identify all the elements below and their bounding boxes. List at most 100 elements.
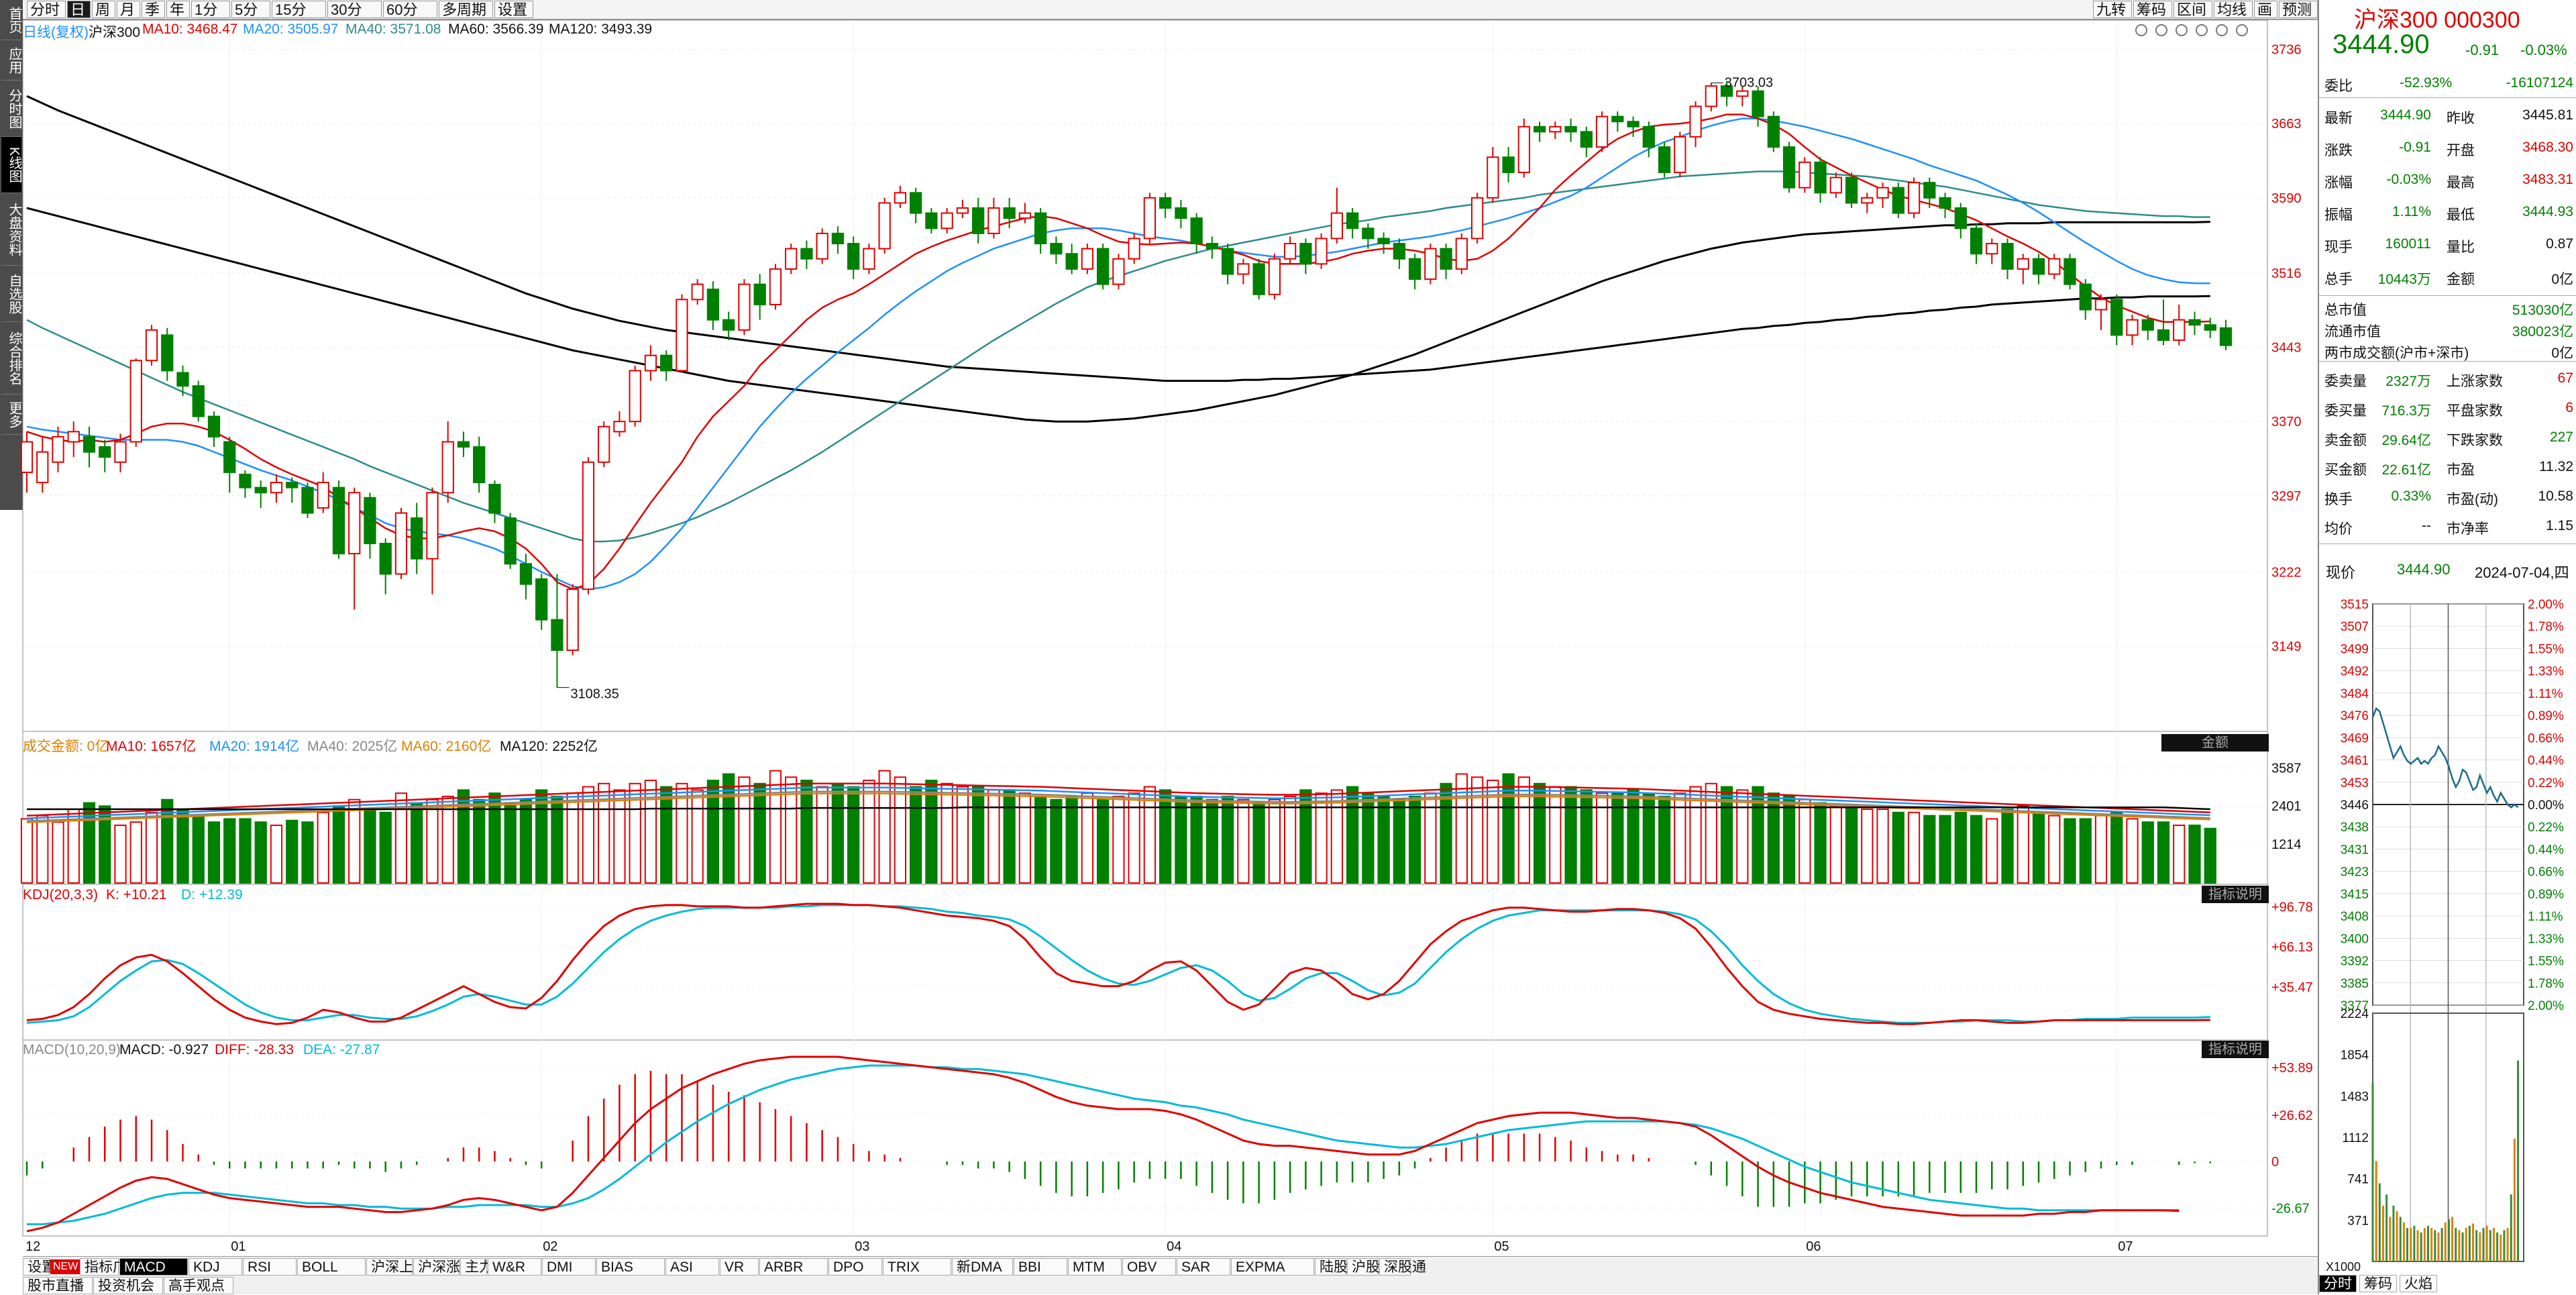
indicator-button-7[interactable]: 沪深上涨数 <box>366 1258 441 1276</box>
chart-tool-button-4[interactable]: 画 <box>2254 1 2277 18</box>
period-button-10[interactable]: 60分 <box>383 1 437 18</box>
candle-body-77 <box>1221 248 1234 275</box>
indicator-button-3[interactable]: MACD <box>119 1258 188 1276</box>
candle-body-23 <box>379 543 392 575</box>
period-button-5[interactable]: 年 <box>166 1 190 18</box>
indicator-button-14[interactable]: VR <box>720 1258 759 1276</box>
left-nav-item-3[interactable]: K线图 <box>1 137 21 193</box>
indicator-button-13[interactable]: ASI <box>665 1258 719 1276</box>
period-button-11[interactable]: 多周期 <box>439 1 493 18</box>
period-button-8[interactable]: 15分 <box>272 1 326 18</box>
volume-bar-56 <box>894 776 907 884</box>
kdj-help-button[interactable]: 指标说明 <box>2202 886 2269 903</box>
indicator-button-4[interactable]: KDJ <box>189 1258 242 1276</box>
left-nav-item-6[interactable]: 综合排名 <box>1 322 21 395</box>
info-link-1[interactable]: 投资机会 <box>93 1277 163 1294</box>
volume-bar-97 <box>1533 782 1546 884</box>
indicator-button-10[interactable]: W&R <box>488 1258 541 1276</box>
candle-body-50 <box>800 248 813 260</box>
left-nav-item-7[interactable]: 更多 <box>1 395 21 435</box>
candle-body-62 <box>987 207 1000 234</box>
indicator-button-18[interactable]: 新DMA <box>952 1258 1013 1276</box>
indicator-button-20[interactable]: MTM <box>1068 1258 1122 1276</box>
left-nav-item-1[interactable]: 应用 <box>1 40 21 81</box>
period-button-6[interactable]: 1分 <box>191 1 230 18</box>
info-link-0[interactable]: 股市直播 <box>23 1277 93 1294</box>
macd-header-macd: MACD: -0.927 <box>119 1042 209 1057</box>
indicator-button-9[interactable]: 主力 <box>460 1258 493 1276</box>
indicator-button-2[interactable]: 指标广场 <box>80 1258 141 1276</box>
period-button-4[interactable]: 季 <box>142 1 165 18</box>
info-link-2[interactable]: 高手观点 <box>164 1277 233 1294</box>
indicator-button-23[interactable]: EXPMA <box>1231 1258 1314 1276</box>
candle-body-40 <box>644 354 657 372</box>
left-nav-item-0[interactable]: 首页 <box>1 0 21 40</box>
indicator-button-22[interactable]: SAR <box>1177 1258 1230 1276</box>
period-button-1[interactable]: 日 <box>67 1 91 18</box>
volume-bar-13 <box>223 818 236 884</box>
volume-bar-110 <box>1736 789 1749 884</box>
period-button-7[interactable]: 5分 <box>231 1 270 18</box>
left-nav-item-5[interactable]: 自选股 <box>1 266 21 322</box>
intraday-mini-chart[interactable]: 3515 2.00% 3507 1.78% 3499 1.55% 3492 1.33% 3484… <box>2319 590 2576 1274</box>
quote-tab-0[interactable]: 分时 <box>2319 1275 2357 1292</box>
kdj-header-label: KDJ(20,3,3) <box>23 887 99 902</box>
macd-help-button[interactable]: 指标说明 <box>2202 1041 2269 1058</box>
indicator-button-5[interactable]: RSI <box>243 1258 297 1276</box>
chart-tool-button-0[interactable]: 九转 <box>2093 1 2132 18</box>
indicator-button-11[interactable]: DMI <box>542 1258 596 1276</box>
indicator-button-15[interactable]: ARBR <box>759 1258 828 1276</box>
period-button-9[interactable]: 30分 <box>327 1 382 18</box>
left-nav-item-4[interactable]: 大盘资料 <box>1 193 21 266</box>
candle-body-109 <box>1720 85 1733 97</box>
mini-right-tick-8: 0.22% <box>2528 776 2564 790</box>
volume-bar-4 <box>83 802 96 884</box>
candle-body-102 <box>1611 115 1624 123</box>
volume-bar-119 <box>1876 809 1889 884</box>
volume-ma120-line <box>27 806 2210 811</box>
period-button-2[interactable]: 周 <box>92 1 115 18</box>
chart-tool-button-1[interactable]: 筹码 <box>2133 1 2172 18</box>
volume-bar-62 <box>987 789 1000 884</box>
period-button-0[interactable]: 分时 <box>27 1 66 18</box>
period-button-12[interactable]: 设置 <box>494 1 533 18</box>
quote-tab-1[interactable]: 筹码 <box>2359 1275 2397 1292</box>
indicator-button-21[interactable]: OBV <box>1122 1258 1176 1276</box>
volume-bar-59 <box>941 782 953 884</box>
mini-left-tick-7: 3461 <box>2341 754 2369 768</box>
candle-body-113 <box>1782 146 1796 189</box>
chart-tool-button-3[interactable]: 均线 <box>2214 1 2253 18</box>
indicator-button-17[interactable]: TRIX <box>883 1258 951 1276</box>
mini-right-tick-15: 1.33% <box>2528 932 2564 946</box>
volume-metric-button[interactable]: 金额 <box>2161 734 2269 752</box>
main-header-ma20: MA20: 3505.97 <box>243 21 339 37</box>
indicator-button-26[interactable]: 深股通 <box>1379 1258 1426 1276</box>
indicator-button-25[interactable]: 沪股通 <box>1347 1258 1394 1276</box>
indicator-button-12[interactable]: BIAS <box>596 1258 665 1276</box>
indicator-button-19[interactable]: BBI <box>1014 1258 1067 1276</box>
quote-tabs: 分时 筹码 火焰 <box>2319 1274 2576 1294</box>
candle-body-41 <box>660 354 673 372</box>
chart-tool-button-5[interactable]: 预测 <box>2279 1 2318 18</box>
candle-body-134 <box>2110 299 2123 336</box>
quote-label: 振幅 <box>2324 207 2353 223</box>
indicator-button-8[interactable]: 沪深涨停数 <box>413 1258 488 1276</box>
indicator-button-16[interactable]: DPO <box>828 1258 882 1276</box>
candle-body-123 <box>1939 197 1951 209</box>
volume-bar-120 <box>1892 811 1904 884</box>
indicator-button-0[interactable]: 设置 <box>23 1258 56 1276</box>
volume-bar-28 <box>457 789 470 884</box>
period-toolbar: 分时日周月季年 1分 5分 15分 30分 60分 多周期 设置 九转 筹码 区间 均线画预测 <box>0 0 2318 20</box>
indicator-button-24[interactable]: 陆股通 <box>1315 1258 1362 1276</box>
indicator-button-6[interactable]: BOLL <box>297 1258 366 1276</box>
candle-body-83 <box>1315 238 1328 265</box>
period-button-3[interactable]: 月 <box>117 1 140 18</box>
chart-tool-button-2[interactable]: 区间 <box>2174 1 2212 18</box>
ma60-line <box>26 207 2210 423</box>
left-nav-item-2[interactable]: 分时图 <box>1 81 21 137</box>
quote-tab-2[interactable]: 火焰 <box>2400 1275 2437 1292</box>
mini-left-tick-16: 3392 <box>2341 955 2369 969</box>
price-tick-label-6: 3590 <box>2271 191 2302 206</box>
stat-label: 市净率 <box>2447 521 2489 537</box>
